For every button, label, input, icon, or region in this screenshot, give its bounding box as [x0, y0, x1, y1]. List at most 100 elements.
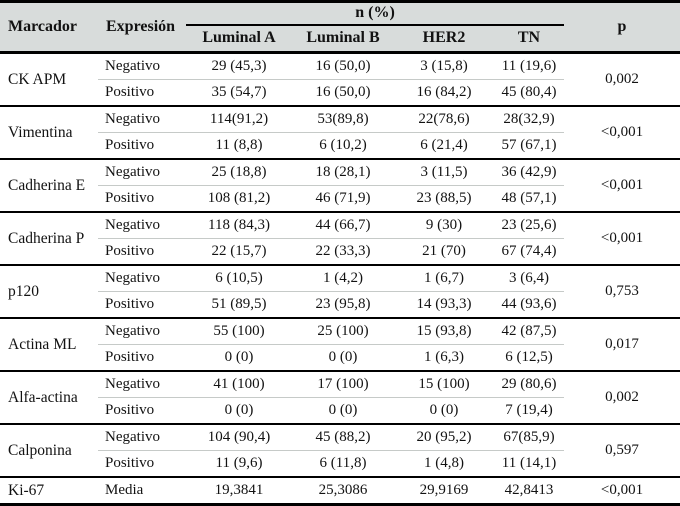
marker-group: Actina ML Negativo 55 (100) 25 (100) 15 (93,… [0, 318, 680, 371]
table-row: p120 Negativo 6 (10,5) 1 (4,2) 1 (6,7) 3 (6,4… [0, 265, 680, 300]
value-cell: 22(78,6) [418, 111, 470, 127]
table-row: Vimentina Negativo 114(91,2) 53(89,8) 22(78,… [0, 106, 680, 141]
header-her2: HER2 [422, 29, 466, 47]
value-cell: 6 (12,5) [494, 344, 564, 371]
p-value: 0,017 [605, 336, 639, 352]
value-cell: 44 (93,6) [494, 291, 564, 318]
table-row: Positivo 51 (89,5) 23 (95,8) 14 (93,3) 44 (9… [0, 291, 680, 318]
value-cell: 6 (10,5) [215, 270, 263, 286]
value-cell: 45 (88,2) [315, 429, 371, 445]
value-cell: 25,3086 [318, 482, 368, 498]
value-cell: 1 (6,3) [394, 344, 494, 371]
table-row: Positivo 11 (9,6) 6 (11,8) 1 (4,8) 11 (14,1) [0, 450, 680, 477]
header-p-value: p [617, 18, 627, 35]
value-cell: 23 (95,8) [292, 291, 394, 318]
header-expresion: Expresión [106, 18, 176, 35]
header-luminal-a: Luminal A [202, 29, 276, 47]
expression-label: Positivo [98, 397, 186, 424]
expression-label: Positivo [98, 132, 186, 159]
value-cell: 118 (84,3) [208, 217, 270, 233]
value-cell: 6 (11,8) [292, 450, 394, 477]
value-cell: 0 (0) [394, 397, 494, 424]
value-cell: 51 (89,5) [186, 291, 292, 318]
value-cell: 16 (50,0) [292, 79, 394, 106]
value-cell: 114(91,2) [209, 111, 269, 127]
marker-name: Ki-67 [8, 481, 45, 499]
value-cell: 67(85,9) [503, 429, 555, 445]
expression-label: Negativo [105, 429, 160, 445]
table-row: Positivo 35 (54,7) 16 (50,0) 16 (84,2) 45 (8… [0, 79, 680, 106]
marker-group: p120 Negativo 6 (10,5) 1 (4,2) 1 (6,7) 3 (6,4… [0, 265, 680, 318]
table-row: Positivo 0 (0) 0 (0) 0 (0) 7 (19,4) [0, 397, 680, 424]
value-cell: 16 (50,0) [315, 58, 371, 74]
value-cell: 53(89,8) [317, 111, 369, 127]
value-cell: 108 (81,2) [186, 185, 292, 212]
value-cell: 11 (14,1) [494, 450, 564, 477]
value-cell: 48 (57,1) [494, 185, 564, 212]
value-cell: 0 (0) [186, 397, 292, 424]
expression-label: Positivo [98, 185, 186, 212]
value-cell: 11 (8,8) [186, 132, 292, 159]
value-cell: 44 (66,7) [315, 217, 371, 233]
table-row: Cadherina P Negativo 118 (84,3) 44 (66,7) 9 … [0, 212, 680, 247]
value-cell: 55 (100) [213, 323, 265, 339]
p-value: 0,597 [605, 442, 639, 458]
marker-group: Alfa-actina Negativo 41 (100) 17 (100) 15 (1… [0, 371, 680, 424]
value-cell: 3 (6,4) [509, 270, 549, 286]
value-cell: 104 (90,4) [207, 429, 271, 445]
value-cell: 3 (11,5) [420, 164, 468, 180]
table-row: Positivo 22 (15,7) 22 (33,3) 21 (70) 67 (74,… [0, 238, 680, 265]
table-row: Actina ML Negativo 55 (100) 25 (100) 15 (93,… [0, 318, 680, 353]
table-row: Cadherina E Negativo 25 (18,8) 18 (28,1) 3 (… [0, 159, 680, 194]
marker-name: CK APM [8, 70, 67, 88]
header-row-1: Marcador Expresión n (%) p [0, 1, 680, 35]
value-cell: 22 (33,3) [292, 238, 394, 265]
marker-group: Vimentina Negativo 114(91,2) 53(89,8) 22(78,… [0, 106, 680, 159]
value-cell: 42,8413 [504, 482, 554, 498]
value-cell: 1 (4,2) [323, 270, 363, 286]
value-cell: 1 (6,7) [424, 270, 464, 286]
value-cell: 45 (80,4) [494, 79, 564, 106]
value-cell: 29 (45,3) [211, 58, 267, 74]
marker-name: Calponina [8, 441, 72, 459]
marker-name: Cadherina E [8, 176, 86, 194]
value-cell: 11 (19,6) [501, 58, 557, 74]
value-cell: 46 (71,9) [292, 185, 394, 212]
table-row: Ki-67 Media 19,3841 25,3086 29,9169 42,8413 <0… [0, 477, 680, 505]
marker-name: Cadherina P [8, 229, 85, 247]
expression-label: Positivo [98, 291, 186, 318]
value-cell: 7 (19,4) [494, 397, 564, 424]
table-row: Alfa-actina Negativo 41 (100) 17 (100) 15 (1… [0, 371, 680, 406]
expression-label: Negativo [105, 164, 160, 180]
p-value: <0,001 [600, 482, 644, 498]
value-cell: 36 (42,9) [501, 164, 557, 180]
p-value: <0,001 [600, 177, 644, 193]
expression-label: Positivo [98, 344, 186, 371]
expression-label: Negativo [105, 376, 160, 392]
value-cell: 35 (54,7) [186, 79, 292, 106]
value-cell: 0 (0) [292, 397, 394, 424]
marker-group: CK APM Negativo 29 (45,3) 16 (50,0) 3 (15,8)… [0, 52, 680, 106]
expression-label: Negativo [105, 58, 160, 74]
value-cell: 17 (100) [317, 376, 369, 392]
marker-group: Cadherina P Negativo 118 (84,3) 44 (66,7) 9 … [0, 212, 680, 265]
value-cell: 0 (0) [292, 344, 394, 371]
value-cell: 23 (88,5) [394, 185, 494, 212]
expression-label: Negativo [105, 323, 160, 339]
expression-label: Media [105, 482, 144, 498]
value-cell: 15 (100) [418, 376, 470, 392]
marker-name: Actina ML [8, 335, 77, 353]
value-cell: 25 (18,8) [211, 164, 267, 180]
expression-label: Negativo [105, 111, 160, 127]
table-header: Marcador Expresión n (%) p Luminal A Lum… [0, 1, 680, 53]
table-row: Positivo 11 (8,8) 6 (10,2) 6 (21,4) 57 (67,1… [0, 132, 680, 159]
value-cell: 0 (0) [186, 344, 292, 371]
p-value: <0,001 [600, 230, 644, 246]
value-cell: 6 (10,2) [292, 132, 394, 159]
table-row: CK APM Negativo 29 (45,3) 16 (50,0) 3 (15,8)… [0, 53, 680, 88]
marker-group: Cadherina E Negativo 25 (18,8) 18 (28,1) 3 (… [0, 159, 680, 212]
value-cell: 19,3841 [214, 482, 264, 498]
header-tn: TN [517, 29, 541, 47]
value-cell: 28(32,9) [503, 111, 555, 127]
